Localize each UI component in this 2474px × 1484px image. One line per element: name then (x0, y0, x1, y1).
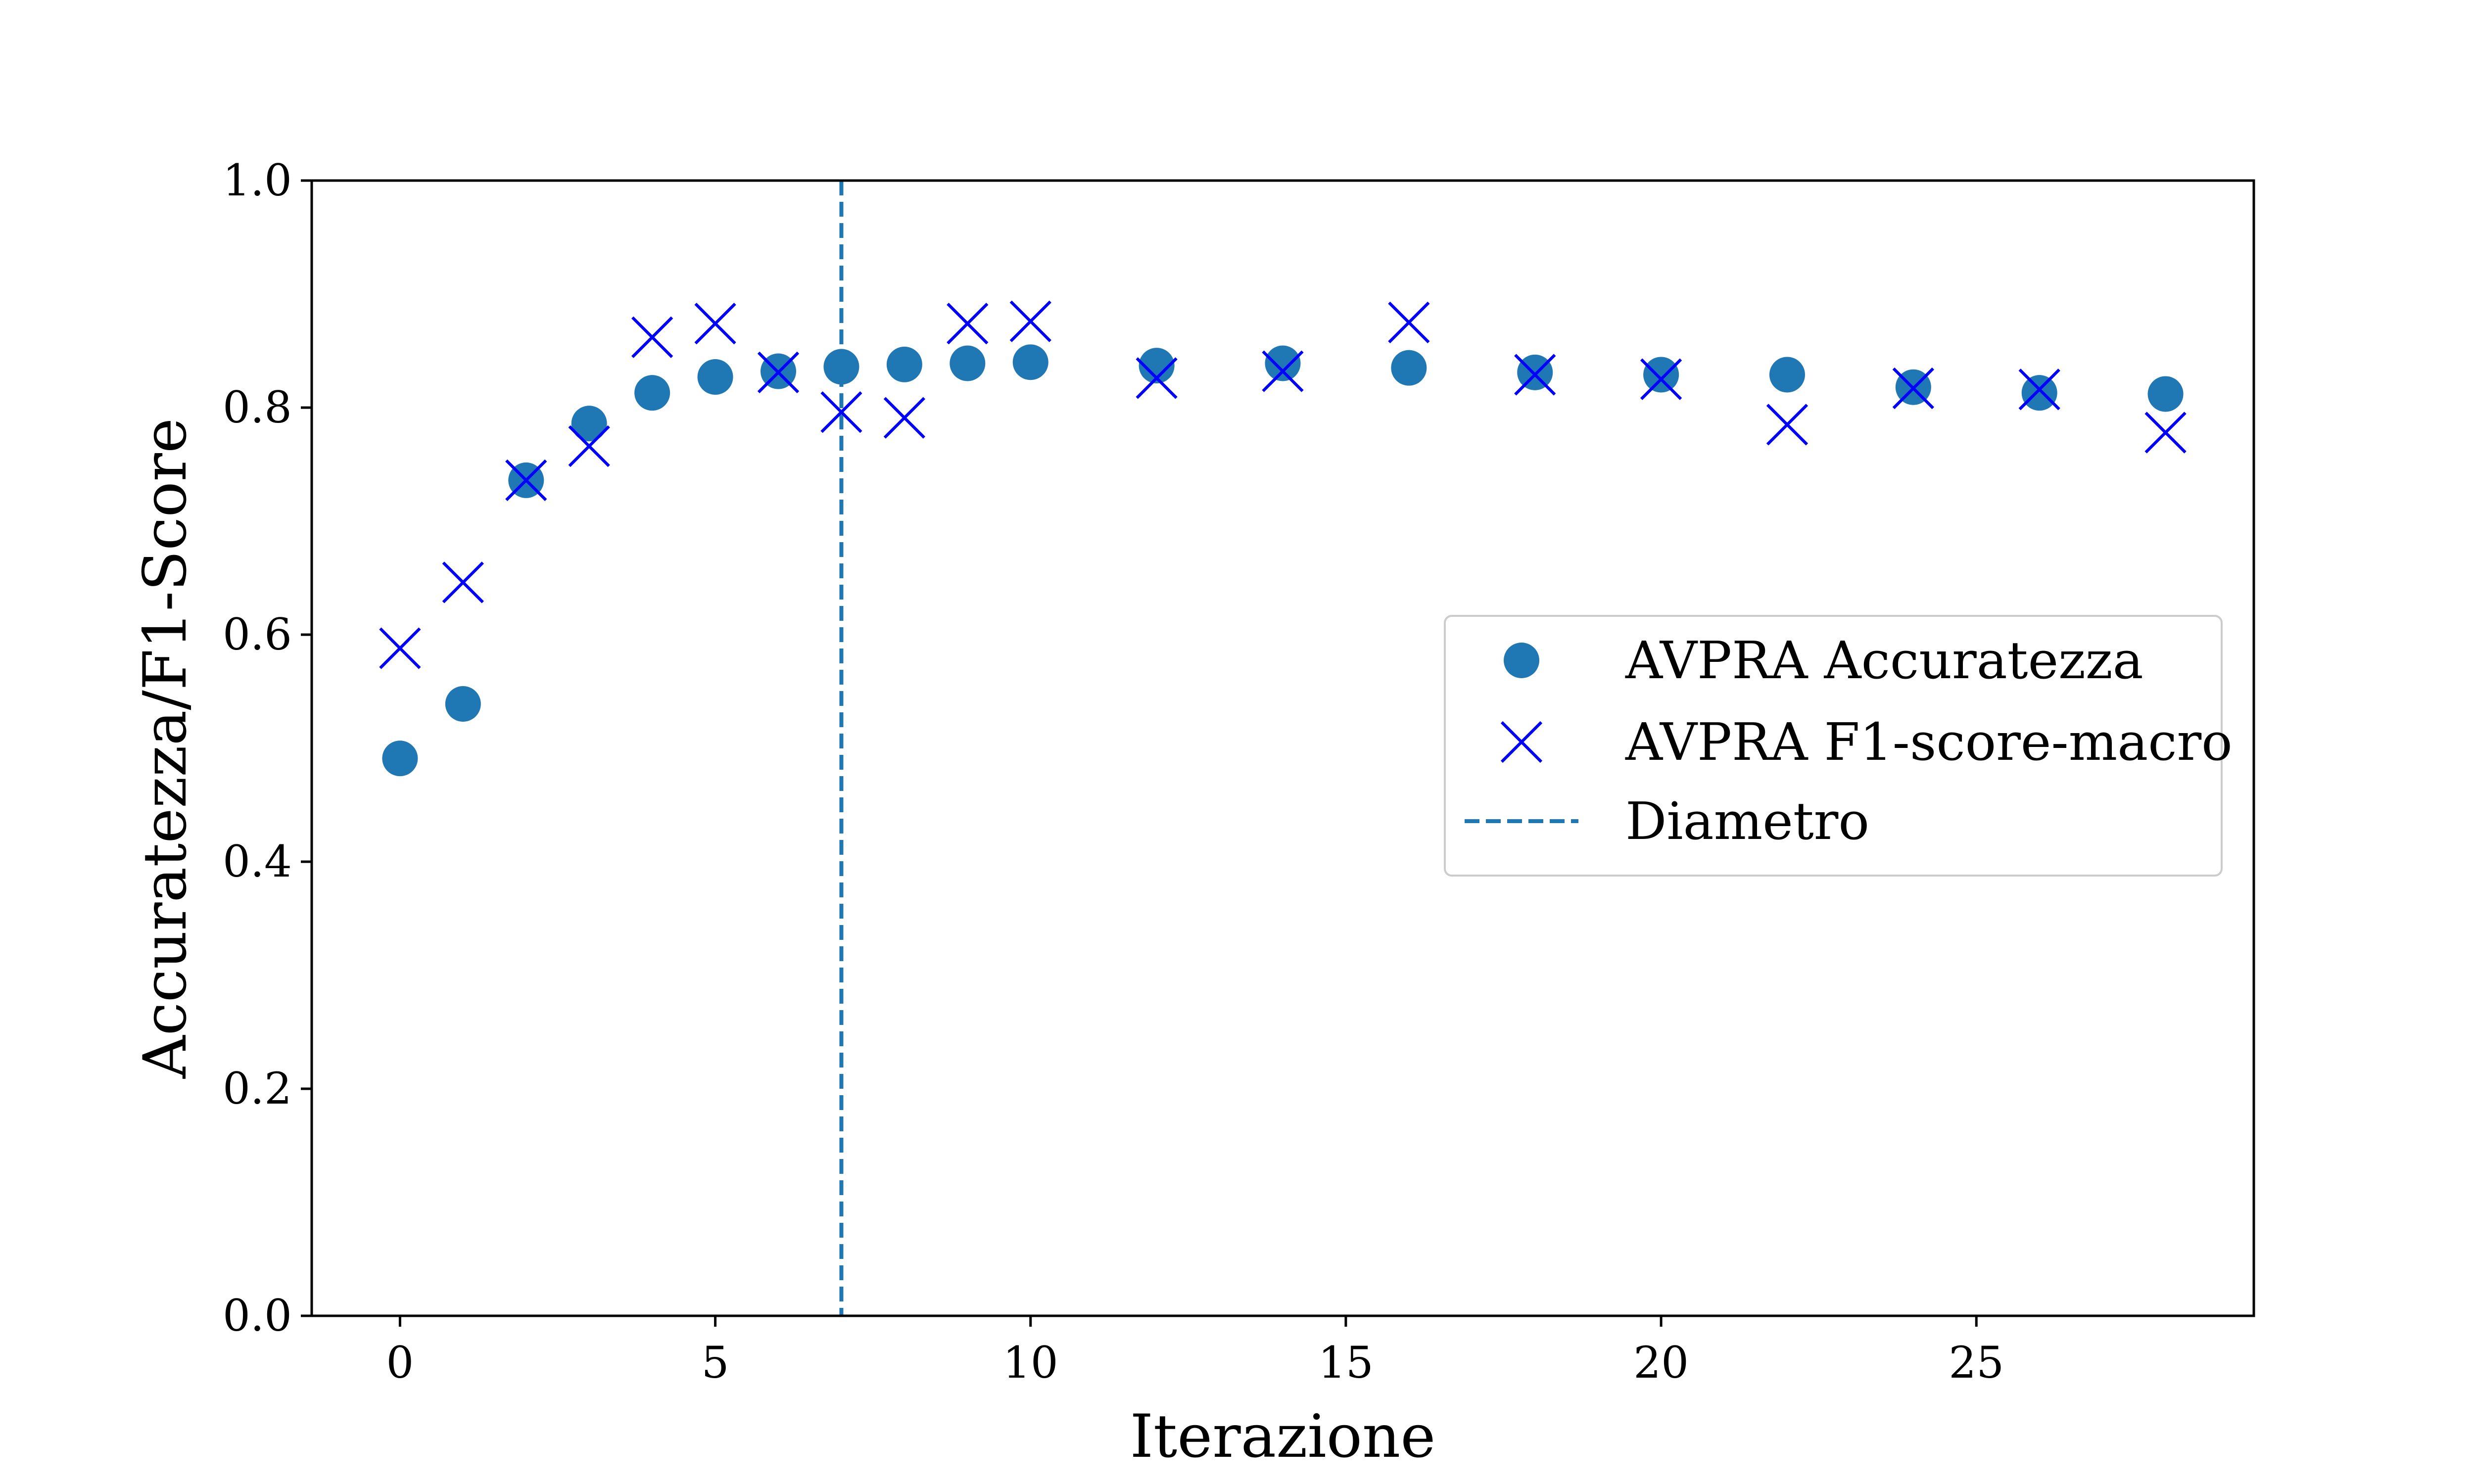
legend-box (1444, 615, 2223, 877)
accuratezza-point-4 (634, 375, 670, 411)
f1-score-point-14 (1262, 350, 1304, 392)
accuratezza-point-10 (1012, 344, 1048, 380)
f1-score-point-3 (568, 425, 610, 467)
accuratezza-point-20 (1643, 357, 1679, 393)
f1-score-point-10 (1009, 300, 1051, 342)
x-axis-label: Iterazione (1130, 1402, 1436, 1471)
f1-score-point-7 (820, 391, 862, 433)
x-tick-label-15: 15 (1318, 1337, 1374, 1388)
x-tick-label-20: 20 (1633, 1337, 1689, 1388)
legend-marker-f1-score (1500, 721, 1543, 763)
f1-score-point-18 (1514, 354, 1556, 396)
legend: AVPRA Accuratezza AVPRA F1-score-macro D… (1444, 615, 2233, 877)
y-axis: 0.0 0.2 0.4 0.6 0.8 1.0 (223, 155, 312, 1341)
f1-score-point-12 (1136, 357, 1178, 399)
accuratezza-point-8 (886, 346, 922, 382)
legend-label-accuratezza: AVPRA Accuratezza (1625, 630, 2143, 691)
accuratezza-point-22 (1769, 357, 1805, 393)
x-tick-label-5: 5 (702, 1337, 729, 1388)
plot-content (379, 181, 2187, 1316)
accuratezza-point-0 (382, 741, 418, 777)
f1-score-point-28 (2144, 412, 2187, 454)
f1-score-point-8 (883, 397, 926, 439)
accuratezza-point-1 (445, 686, 481, 722)
accuratezza-point-12 (1139, 348, 1175, 384)
y-tick-label-5: 1.0 (223, 155, 292, 206)
accuratezza-point-14 (1265, 345, 1301, 381)
y-tick-label-2: 0.4 (223, 836, 292, 887)
legend-label-diametro: Diametro (1625, 791, 1869, 851)
legend-label-f1-score: AVPRA F1-score-macro (1625, 712, 2233, 772)
legend-marker-accuratezza (1504, 643, 1539, 678)
f1-score-point-22 (1766, 404, 1808, 446)
f1-score-point-0 (379, 627, 421, 669)
f1-score-point-1 (442, 561, 484, 603)
f1-score-point-5 (694, 303, 736, 345)
accuratezza-point-3 (571, 406, 607, 442)
x-tick-label-25: 25 (1949, 1337, 2004, 1388)
y-tick-label-0: 0.0 (223, 1290, 292, 1341)
y-tick-label-3: 0.6 (223, 609, 292, 660)
y-tick-label-1: 0.2 (223, 1063, 292, 1114)
accuratezza-point-16 (1391, 350, 1427, 386)
f1-score-point-4 (631, 316, 673, 358)
x-axis: 0 5 10 15 20 25 (386, 1316, 2004, 1388)
accuratezza-point-26 (2021, 375, 2057, 411)
f1-score-point-16 (1388, 301, 1430, 343)
accuratezza-point-7 (823, 349, 859, 385)
f1-score-point-24 (1892, 367, 1934, 410)
f1-score-point-20 (1640, 358, 1682, 400)
accuratezza-point-28 (2147, 376, 2184, 412)
f1-score-point-6 (757, 351, 800, 393)
plot-frame (310, 179, 2255, 1317)
x-tick-label-0: 0 (386, 1337, 414, 1388)
accuratezza-point-5 (697, 359, 733, 395)
f1-score-point-26 (2018, 369, 2060, 411)
x-tick-label-10: 10 (1003, 1337, 1058, 1388)
f1-score-point-2 (505, 459, 547, 502)
accuratezza-point-9 (950, 345, 986, 381)
f1-score-point-9 (947, 303, 989, 345)
accuratezza-point-18 (1517, 354, 1553, 390)
y-axis-label: Accuratezza/F1-Score (131, 418, 200, 1079)
y-tick-label-4: 0.8 (223, 382, 292, 433)
